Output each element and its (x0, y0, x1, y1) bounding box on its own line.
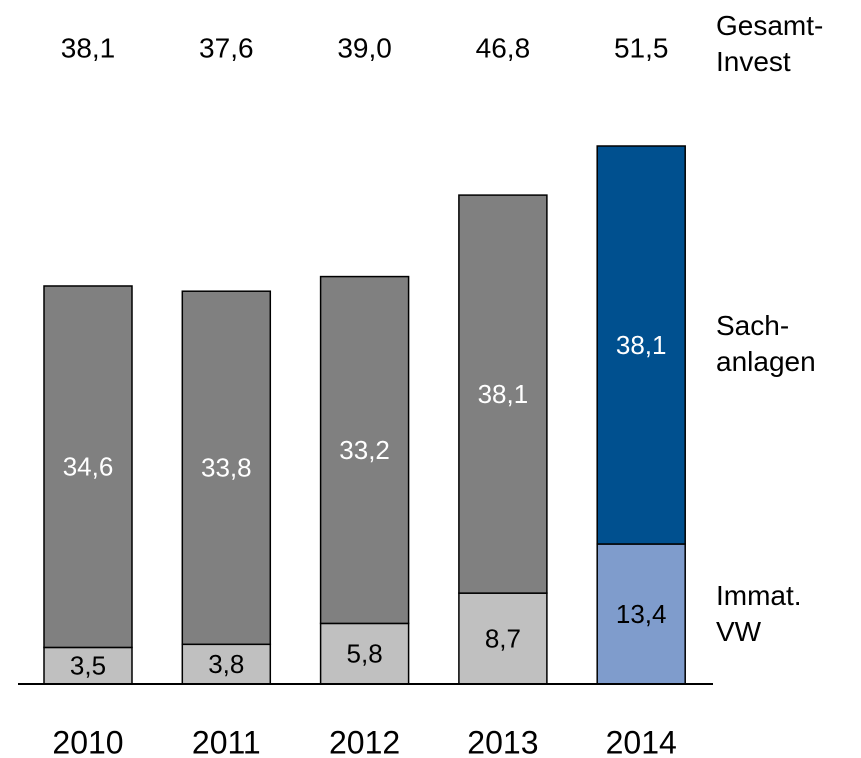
x-tick-label: 2010 (52, 724, 123, 758)
data-label: 38,1 (616, 330, 667, 360)
legend-label: Immat. VW (716, 580, 802, 647)
totals-label: Gesamt- Invest (716, 10, 824, 77)
bar-segment (319, 275, 410, 625)
total-label: 37,6 (199, 32, 254, 63)
total-label: 38,1 (61, 32, 116, 63)
data-label: 8,7 (485, 623, 521, 653)
total-label: 51,5 (614, 32, 669, 63)
data-label: 5,8 (347, 639, 383, 669)
bar-segment (43, 285, 133, 649)
bar-segment (596, 543, 686, 685)
bar-segment (458, 592, 548, 685)
bar-segment (458, 194, 548, 594)
data-label: 3,8 (208, 649, 244, 679)
total-label: 39,0 (337, 32, 392, 63)
data-label: 13,4 (616, 599, 667, 629)
legend-label: Sach- anlagen (716, 310, 816, 377)
data-label: 34,6 (63, 452, 114, 482)
bar-segment (596, 145, 686, 545)
data-label: 33,2 (339, 435, 390, 465)
x-tick-label: 2013 (467, 724, 538, 758)
x-tick-label: 2012 (329, 724, 400, 758)
bar-segment (181, 290, 272, 646)
data-label: 33,8 (201, 453, 252, 483)
x-tick-label: 2014 (606, 724, 677, 758)
data-label: 38,1 (478, 379, 529, 409)
bar-segment (43, 646, 133, 685)
x-tick-label: 2011 (192, 724, 261, 758)
data-label: 3,5 (70, 651, 106, 681)
total-label: 46,8 (476, 32, 531, 63)
